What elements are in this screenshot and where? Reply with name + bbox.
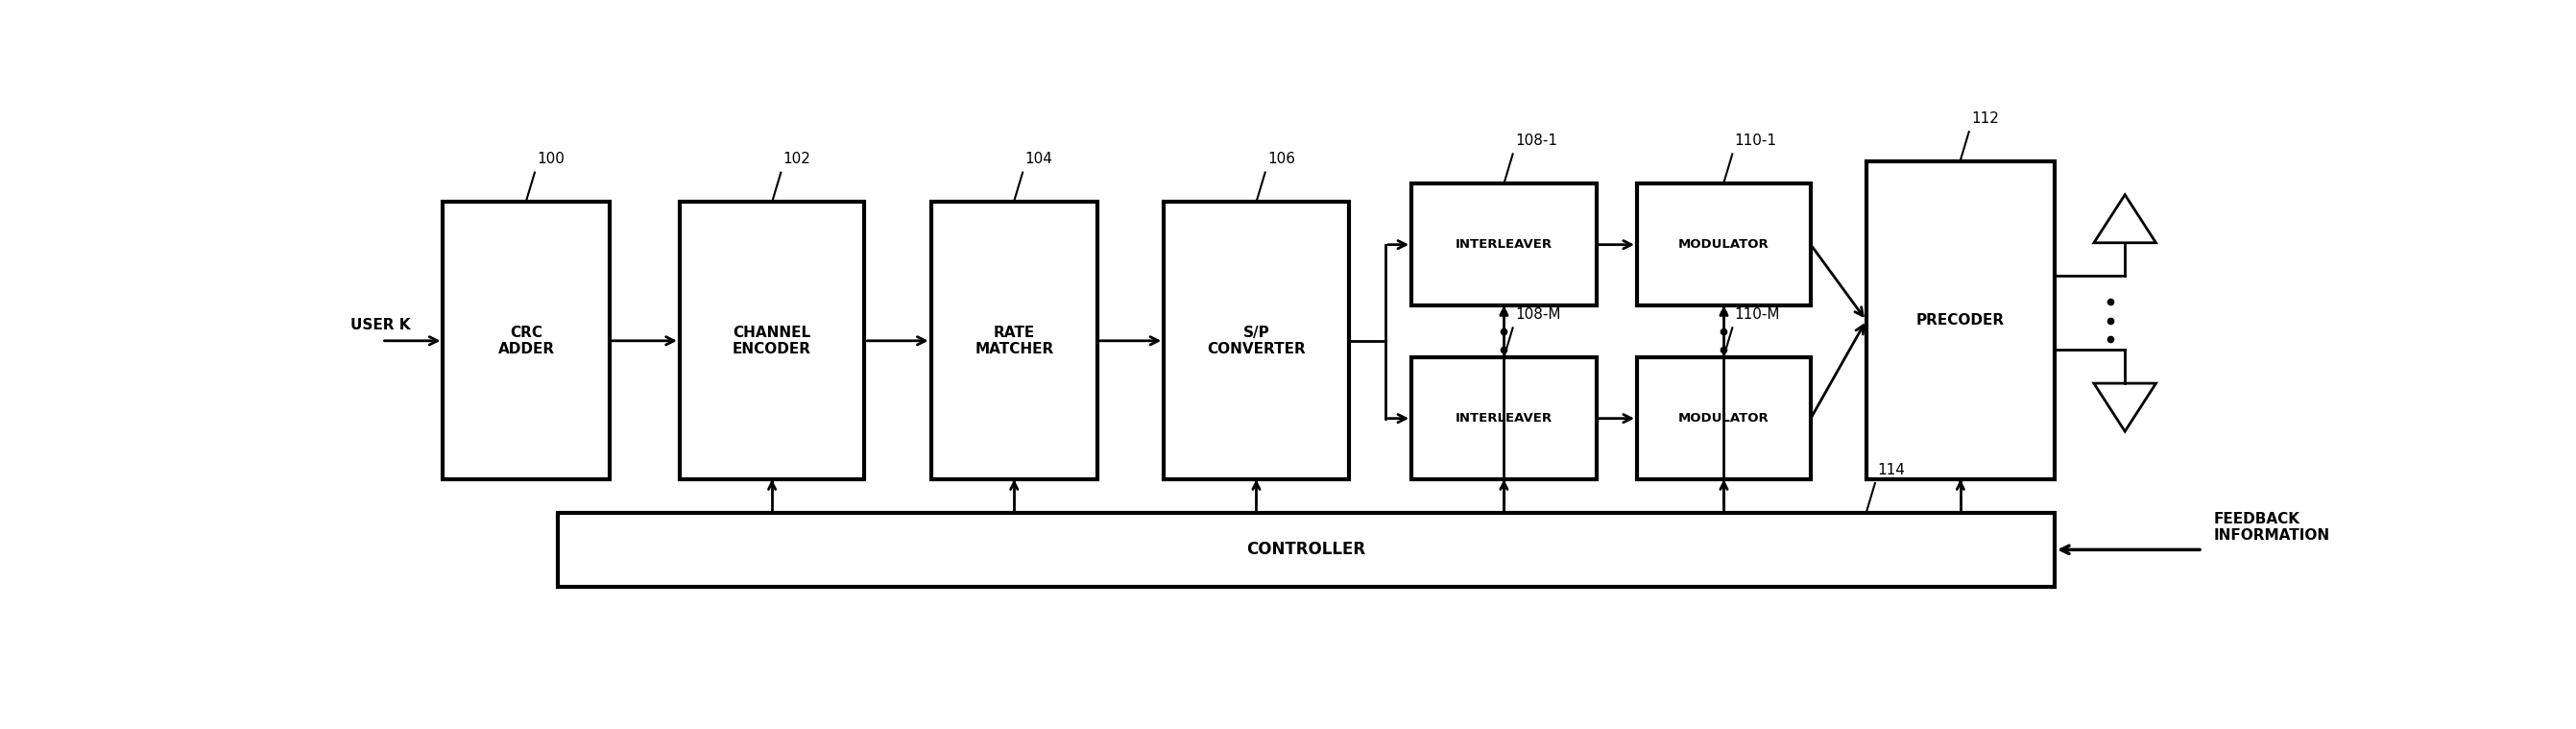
Text: FEEDBACK
INFORMATION: FEEDBACK INFORMATION bbox=[2213, 512, 2329, 543]
Bar bbox=[1636, 184, 1811, 305]
Bar bbox=[1412, 357, 1597, 480]
Text: MODULATOR: MODULATOR bbox=[1680, 238, 1770, 251]
Text: PRECODER: PRECODER bbox=[1917, 313, 2004, 327]
Text: S/P
CONVERTER: S/P CONVERTER bbox=[1208, 325, 1306, 356]
Text: 110-1: 110-1 bbox=[1734, 133, 1777, 148]
Text: INTERLEAVER: INTERLEAVER bbox=[1455, 238, 1553, 251]
Text: CONTROLLER: CONTROLLER bbox=[1247, 541, 1365, 558]
Text: 108-1: 108-1 bbox=[1515, 133, 1558, 148]
Text: RATE
MATCHER: RATE MATCHER bbox=[974, 325, 1054, 356]
Bar bbox=[930, 202, 1097, 480]
Text: 108-M: 108-M bbox=[1515, 308, 1561, 322]
Bar bbox=[556, 512, 2056, 587]
Text: MODULATOR: MODULATOR bbox=[1680, 412, 1770, 425]
Text: 110-M: 110-M bbox=[1734, 308, 1780, 322]
Bar bbox=[1164, 202, 1350, 480]
Text: CRC
ADDER: CRC ADDER bbox=[497, 325, 554, 356]
Text: CHANNEL
ENCODER: CHANNEL ENCODER bbox=[732, 325, 811, 356]
Text: 104: 104 bbox=[1025, 152, 1054, 167]
Text: 112: 112 bbox=[1971, 112, 1999, 126]
Text: USER K: USER K bbox=[350, 318, 410, 332]
Bar bbox=[1412, 184, 1597, 305]
Text: 100: 100 bbox=[536, 152, 564, 167]
Text: 114: 114 bbox=[1878, 463, 1906, 477]
Bar bbox=[1636, 357, 1811, 480]
Bar bbox=[1865, 161, 2056, 480]
Text: INTERLEAVER: INTERLEAVER bbox=[1455, 412, 1553, 425]
Bar bbox=[680, 202, 866, 480]
Bar bbox=[443, 202, 611, 480]
Text: 102: 102 bbox=[783, 152, 811, 167]
Text: 106: 106 bbox=[1267, 152, 1296, 167]
